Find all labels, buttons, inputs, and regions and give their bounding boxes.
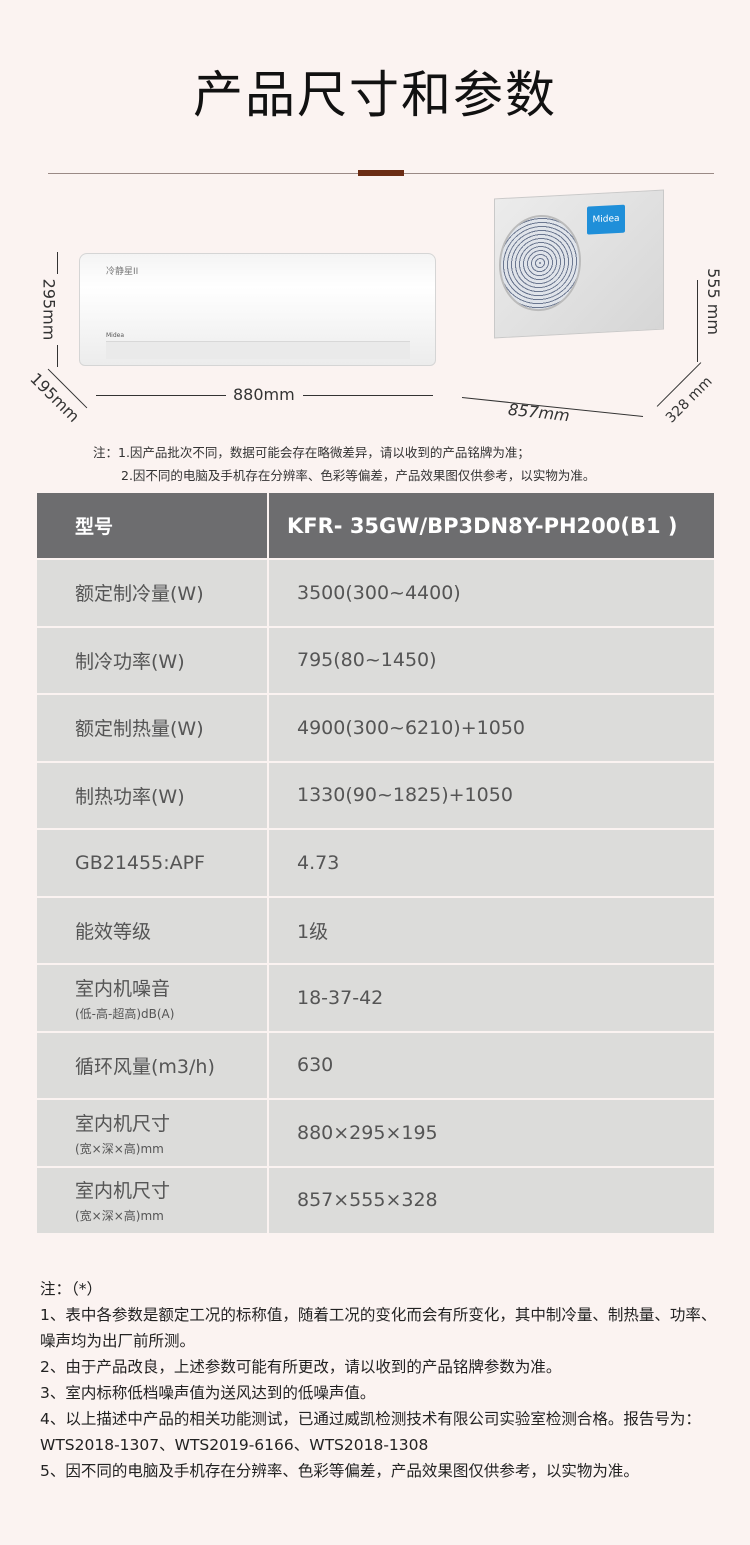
indoor-height-label: 295mm: [39, 278, 59, 341]
table-row: 制冷功率(W) 795(80~1450): [37, 625, 714, 695]
dim-line: [697, 280, 698, 362]
dim-line: [57, 252, 58, 274]
row-key: 额定制热量(W): [37, 693, 269, 763]
footnote: 3、室内标称低档噪声值为送风达到的低噪声值。: [40, 1384, 376, 1402]
row-value: 795(80~1450): [268, 625, 714, 695]
outdoor-depth-label: 328 mm: [662, 373, 716, 427]
divider-accent: [358, 170, 404, 176]
dim-line: [57, 345, 58, 367]
row-key-label: 能效等级: [75, 920, 152, 943]
row-value: 4900(300~6210)+1050: [268, 693, 714, 763]
row-key-label: 制热功率(W): [75, 785, 185, 808]
outdoor-width-label: 857mm: [507, 399, 571, 426]
table-row: 室内机噪音 (低-高-超高)dB(A) 18-37-42: [37, 963, 714, 1033]
spec-table: 型号 KFR- 35GW/BP3DN8Y-PH200(B1 ) 额定制冷量(W) 3…: [37, 493, 714, 1235]
row-key-label: 循环风量(m3/h): [75, 1055, 215, 1078]
indoor-unit-image: 冷静星II Midea: [79, 253, 436, 366]
row-key: 循环风量(m3/h): [37, 1030, 269, 1100]
indoor-logo: 冷静星II: [106, 267, 139, 277]
row-value: 880×295×195: [268, 1098, 714, 1168]
table-row: 室内机尺寸 (宽×深×高)mm 857×555×328: [37, 1165, 714, 1235]
footnote: 5、因不同的电脑及手机存在分辨率、色彩等偏差，产品效果图仅供参考，以实物为准。: [40, 1462, 639, 1480]
row-value: 3500(300~4400): [268, 558, 714, 628]
row-key-unit: (低-高-超高)dB(A): [75, 1006, 175, 1021]
image-note: 2.因不同的电脑及手机存在分辨率、色彩等偏差，产品效果图仅供参考，以实物为准。: [121, 468, 596, 483]
row-value: 857×555×328: [268, 1165, 714, 1235]
indoor-width-label: 880mm: [233, 385, 295, 404]
dim-line: [96, 395, 226, 396]
row-key: 额定制冷量(W): [37, 558, 269, 628]
row-value: 18-37-42: [268, 963, 714, 1033]
row-key-label: 额定制冷量(W): [75, 583, 204, 606]
outdoor-brand: Midea: [587, 204, 625, 235]
header-key: 型号: [37, 493, 269, 560]
row-key-label: 室内机尺寸: [75, 1180, 171, 1203]
row-key-label: 制冷功率(W): [75, 650, 185, 673]
row-key: 制冷功率(W): [37, 625, 269, 695]
row-key-unit: (宽×深×高)mm: [75, 1141, 164, 1156]
header-value: KFR- 35GW/BP3DN8Y-PH200(B1 ): [268, 493, 714, 560]
row-key: GB21455:APF: [37, 828, 269, 898]
row-key-label: 室内机噪音: [75, 977, 171, 1000]
table-row: 额定制冷量(W) 3500(300~4400): [37, 558, 714, 628]
row-key: 室内机尺寸 (宽×深×高)mm: [37, 1165, 269, 1235]
outdoor-unit-image: Midea: [494, 189, 664, 339]
table-row: 能效等级 1级: [37, 895, 714, 965]
table-header-row: 型号 KFR- 35GW/BP3DN8Y-PH200(B1 ): [37, 493, 714, 560]
table-row: 循环风量(m3/h) 630: [37, 1030, 714, 1100]
row-key-label: 室内机尺寸: [75, 1112, 171, 1135]
row-value: 4.73: [268, 828, 714, 898]
row-value: 1330(90~1825)+1050: [268, 760, 714, 830]
row-key-label: 额定制热量(W): [75, 718, 204, 741]
page-title: 产品尺寸和参数: [193, 66, 557, 124]
table-row: GB21455:APF 4.73: [37, 828, 714, 898]
row-value: 630: [268, 1030, 714, 1100]
row-key: 制热功率(W): [37, 760, 269, 830]
row-key-unit: (宽×深×高)mm: [75, 1209, 164, 1224]
row-key: 室内机噪音 (低-高-超高)dB(A): [37, 963, 269, 1033]
row-key: 室内机尺寸 (宽×深×高)mm: [37, 1098, 269, 1168]
footnote: 1、表中各参数是额定工况的标称值，随着工况的变化而会有所变化，其中制冷量、制热量…: [40, 1306, 717, 1350]
footnote: 4、以上描述中产品的相关功能测试，已通过威凯检测技术有限公司实验室检测合格。报告…: [40, 1410, 701, 1454]
table-row: 室内机尺寸 (宽×深×高)mm 880×295×195: [37, 1098, 714, 1168]
footnotes: 注：（*） 1、表中各参数是额定工况的标称值，随着工况的变化而会有所变化，其中制…: [40, 1276, 730, 1484]
image-note: 注：1.因产品批次不同，数据可能会存在略微差异，请以收到的产品铭牌为准；: [93, 445, 530, 460]
outdoor-height-label: 555 mm: [703, 268, 723, 335]
table-row: 额定制热量(W) 4900(300~6210)+1050: [37, 693, 714, 763]
table-row: 制热功率(W) 1330(90~1825)+1050: [37, 760, 714, 830]
row-key-label: GB21455:APF: [75, 851, 205, 874]
fan-grille: [499, 212, 581, 314]
indoor-brand: Midea: [106, 332, 125, 339]
footnote: 注：（*）: [40, 1280, 103, 1298]
row-value: 1级: [268, 895, 714, 965]
dim-line: [303, 395, 433, 396]
row-key: 能效等级: [37, 895, 269, 965]
indoor-vent: [106, 341, 410, 359]
footnote: 2、由于产品改良，上述参数可能有所更改，请以收到的产品铭牌参数为准。: [40, 1358, 562, 1376]
